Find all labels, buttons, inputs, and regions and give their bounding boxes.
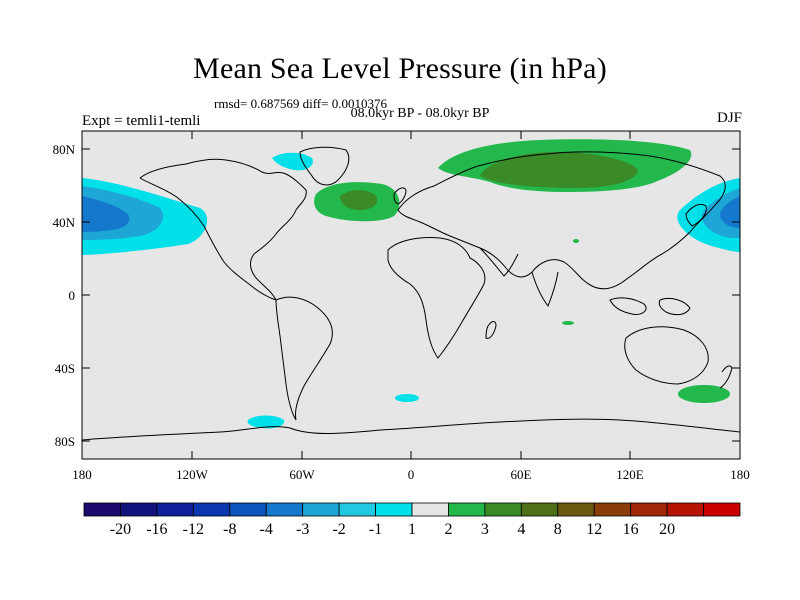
lat-label-80s: 80S xyxy=(55,434,75,449)
lon-label-120e: 120E xyxy=(616,467,644,482)
pacific-west-anomaly-3 xyxy=(82,196,130,232)
colorbar-label: 2 xyxy=(444,521,452,538)
colorbar-swatch xyxy=(265,502,304,517)
colorbar-label: 16 xyxy=(623,521,639,538)
lon-label-60w: 60W xyxy=(289,467,315,482)
colorbar-label: 4 xyxy=(517,521,525,538)
lat-labels: 80N 40N 0 40S 80S xyxy=(53,142,76,449)
colorbar-swatch xyxy=(83,502,121,517)
coastlines xyxy=(82,146,740,441)
lat-label-40n: 40N xyxy=(53,215,76,230)
small-patch-2 xyxy=(562,321,574,325)
lon-ticks xyxy=(81,131,741,459)
south-atlantic-anomaly xyxy=(395,394,419,402)
colorbar-label: 3 xyxy=(481,521,489,538)
colorbar-swatch xyxy=(156,502,194,517)
colorbar-label: -16 xyxy=(146,521,167,538)
lon-label-60e: 60E xyxy=(511,467,532,482)
colorbar-swatch xyxy=(630,502,668,517)
colorbar-labels: -20 -16 -12 -8 -4 -3 -2 -1 1 2 3 4 8 12 16 20 xyxy=(110,521,675,538)
map-title: Mean Sea Level Pressure (in hPa) xyxy=(193,52,607,85)
colorbar-label: -3 xyxy=(296,521,309,538)
season-label: DJF xyxy=(716,110,742,126)
eurasia-anomaly-2 xyxy=(480,152,638,188)
lat-label-40s: 40S xyxy=(55,361,75,376)
drake-anomaly xyxy=(247,415,285,429)
lon-label-120w: 120W xyxy=(176,467,209,482)
colorbar-swatch xyxy=(557,502,595,517)
lat-ticks xyxy=(82,148,740,442)
colorbar xyxy=(83,502,741,517)
colorbar-label: -12 xyxy=(183,521,204,538)
lon-label-180e: 180 xyxy=(730,467,750,482)
lon-labels: 180 120W 60W 0 60E 120E 180 xyxy=(72,467,750,482)
colorbar-label: 1 xyxy=(408,521,416,538)
lon-label-180w: 180 xyxy=(72,467,92,482)
colorbar-swatch xyxy=(593,502,632,517)
colorbar-label: -4 xyxy=(260,521,273,538)
colorbar-swatch xyxy=(484,502,522,517)
colorbar-swatch xyxy=(520,502,559,517)
colorbar-label: -2 xyxy=(332,521,345,538)
period-label: 08.0kyr BP - 08.0kyr BP xyxy=(350,106,490,121)
colorbar-swatch xyxy=(411,502,449,517)
colorbar-swatch xyxy=(120,502,158,517)
lon-label-0: 0 xyxy=(408,467,415,482)
south-pacific-anomaly xyxy=(678,385,730,403)
colorbar-swatch xyxy=(448,502,486,517)
colorbar-swatch xyxy=(192,502,231,517)
colorbar-swatch xyxy=(302,502,340,517)
atlantic-anomaly-2 xyxy=(340,190,378,210)
colorbar-swatch xyxy=(229,502,267,517)
small-patch-1 xyxy=(573,239,579,243)
colorbar-swatch xyxy=(375,502,413,517)
colorbar-label: 20 xyxy=(659,521,675,538)
colorbar-label: 8 xyxy=(554,521,562,538)
lat-label-0: 0 xyxy=(69,288,76,303)
colorbar-label: -1 xyxy=(369,521,382,538)
colorbar-swatch xyxy=(703,502,741,517)
colorbar-swatch xyxy=(666,502,704,517)
colorbar-label: -20 xyxy=(110,521,131,538)
colorbar-swatch xyxy=(338,502,376,517)
anomaly-fields xyxy=(82,139,740,441)
experiment-label: Expt = temli1-temli xyxy=(82,113,201,129)
pacific-east-anomaly-3 xyxy=(720,196,740,228)
hudson-anomaly xyxy=(272,152,313,171)
lat-label-80n: 80N xyxy=(53,142,76,157)
colorbar-label: -8 xyxy=(223,521,236,538)
stats-label: rmsd= 0.687569 diff= 0.0010376 xyxy=(214,96,387,111)
colorbar-label: 12 xyxy=(586,521,602,538)
